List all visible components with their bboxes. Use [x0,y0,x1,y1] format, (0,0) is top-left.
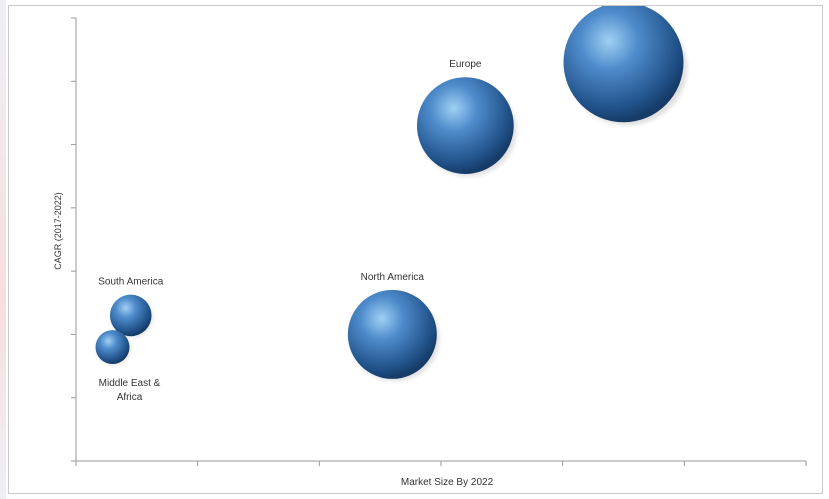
bubble-europe [416,77,514,174]
bubble-south-america [109,294,152,337]
bubble-label-south-america: South America [98,277,163,288]
bubble-label-north-america: North America [361,272,425,283]
bubble-asia-pacific [563,2,684,123]
page-edge-strip [0,0,6,499]
bubble-label-europe: Europe [449,59,482,70]
bubble-label-middle-east-africa: Middle East & Africa [99,378,161,403]
y-axis-label: CAGR (2017-2022) [53,192,63,270]
axes [71,17,807,466]
bubble-middle-east-africa [95,330,130,365]
x-axis-label: Market Size By 2022 [401,477,494,488]
bubble-north-america [347,289,437,379]
